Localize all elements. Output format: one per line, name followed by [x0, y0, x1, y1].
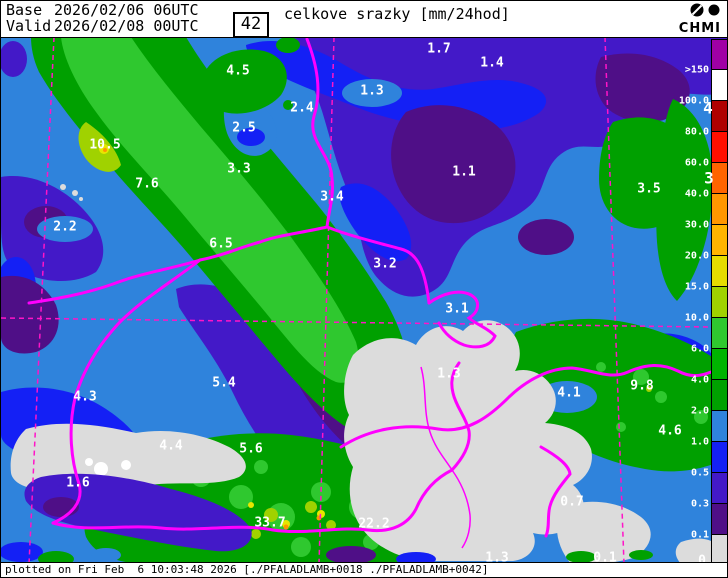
colorbar-tick-label: 60.0	[684, 157, 709, 169]
colorbar-block	[711, 349, 727, 380]
colorbar-block	[711, 504, 727, 535]
precipitation-map: 1.7 1.4 4.5 1.3 2.4 2.5 10.5 3.3 1.1 7.6 3.5 3.4 2.2…	[1, 37, 727, 565]
map-value-label: 5.4	[212, 375, 236, 391]
valid-time-line: Valid 2026/02/08 00UTC	[6, 18, 199, 34]
map-value-label: 3.3	[227, 161, 251, 177]
colorbar-tick-label: 30.0	[684, 219, 709, 231]
map-value-label: 10.5	[89, 137, 121, 153]
colorbar-tick-label: >150	[684, 64, 709, 76]
base-time-line: Base 2026/02/06 06UTC	[6, 2, 199, 18]
colorbar-tick-label: 10.0	[684, 312, 709, 324]
colorbar-tick-label: 0.3	[690, 498, 709, 510]
map-title: celkove srazky [mm/24hod]	[284, 5, 510, 23]
map-value-label: 2.5	[232, 120, 256, 136]
colorbar-block	[711, 194, 727, 225]
precipitation-colorbar	[711, 39, 727, 566]
colorbar-block	[711, 70, 727, 101]
map-value-label: 4.6	[658, 423, 682, 439]
colorbar-block	[711, 442, 727, 473]
map-value-label: 3.5	[637, 181, 661, 197]
precipitation-field	[1, 37, 727, 564]
colorbar-block	[711, 39, 727, 70]
base-value: 2026/02/06 06UTC	[54, 1, 199, 19]
colorbar-overlay-digit: 4	[703, 98, 713, 118]
colorbar-tick-label: 80.0	[684, 126, 709, 138]
colorbar-overlay-digit: 3	[704, 168, 714, 188]
map-value-label: 4.1	[557, 385, 581, 401]
colorbar-block	[711, 256, 727, 287]
valid-value: 2026/02/08 00UTC	[54, 17, 199, 35]
map-value-label: 4.5	[226, 63, 250, 79]
map-value-label: 1.7	[427, 41, 451, 57]
chmi-logo: CHMI	[669, 3, 721, 35]
colorbar-tick-label: 100.0	[678, 95, 709, 107]
map-value-label: 0.7	[560, 494, 584, 510]
map-value-label: 22.2	[358, 516, 390, 532]
colorbar-block	[711, 132, 727, 163]
map-value-label: 1.1	[452, 164, 476, 180]
map-value-label: 1.4	[480, 55, 504, 71]
colorbar-block	[711, 287, 727, 318]
map-value-label: 7.6	[135, 176, 159, 192]
colorbar-tick-label: 40.0	[684, 188, 709, 200]
colorbar-tick-label: 1.0	[690, 436, 709, 448]
map-value-label: 2.4	[290, 100, 314, 116]
colorbar-tick-label: 6.0	[690, 343, 709, 355]
colorbar-block	[711, 163, 727, 194]
colorbar-tick-label: 15.0	[684, 281, 709, 293]
colorbar-tick-label: 20.0	[684, 250, 709, 262]
colorbar-block	[711, 380, 727, 411]
map-value-label: 3.2	[373, 256, 397, 272]
colorbar-block	[711, 473, 727, 504]
footer-plot-info: plotted on Fri Feb 6 10:03:48 2026 [./PF…	[1, 562, 727, 577]
header-bar: Base 2026/02/06 06UTC Valid 2026/02/08 00U…	[1, 1, 727, 38]
map-value-label: 1.3	[485, 550, 509, 565]
map-value-label: 0	[698, 553, 706, 565]
chmi-logo-icon	[690, 3, 720, 17]
base-label: Base	[6, 1, 43, 19]
chmi-logo-text: CHMI	[678, 21, 721, 36]
map-value-label: 4.3	[73, 389, 97, 405]
map-value-label: 3.1	[445, 301, 469, 317]
colorbar-tick-label: 0.1	[690, 529, 709, 541]
map-value-label: 1.3	[437, 366, 461, 382]
map-value-label: 1.3	[360, 83, 384, 99]
valid-label: Valid	[6, 17, 52, 35]
map-value-label: 6.5	[209, 236, 233, 252]
colorbar-block	[711, 318, 727, 349]
map-value-label: 5.6	[239, 441, 263, 457]
map-value-label: 3.4	[320, 189, 344, 205]
map-value-label: 4.4	[159, 438, 183, 454]
map-value-label: 9.8	[630, 378, 654, 394]
forecast-step-box: 42	[233, 12, 269, 38]
colorbar-block	[711, 225, 727, 256]
colorbar-tick-label: 4.0	[690, 374, 709, 386]
colorbar-block	[711, 411, 727, 442]
map-value-label: 33.7	[254, 515, 286, 531]
map-value-label: 0.1	[593, 550, 617, 565]
colorbar-block	[711, 101, 727, 132]
colorbar-tick-label: 0.5	[690, 467, 709, 479]
map-value-label: 2.2	[53, 219, 77, 235]
colorbar-tick-label: 2.0	[690, 405, 709, 417]
map-value-label: 1.6	[66, 475, 90, 491]
